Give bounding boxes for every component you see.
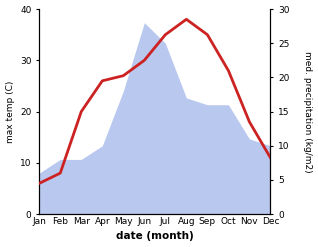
Y-axis label: max temp (C): max temp (C) — [5, 80, 15, 143]
Y-axis label: med. precipitation (kg/m2): med. precipitation (kg/m2) — [303, 51, 313, 172]
X-axis label: date (month): date (month) — [116, 231, 194, 242]
